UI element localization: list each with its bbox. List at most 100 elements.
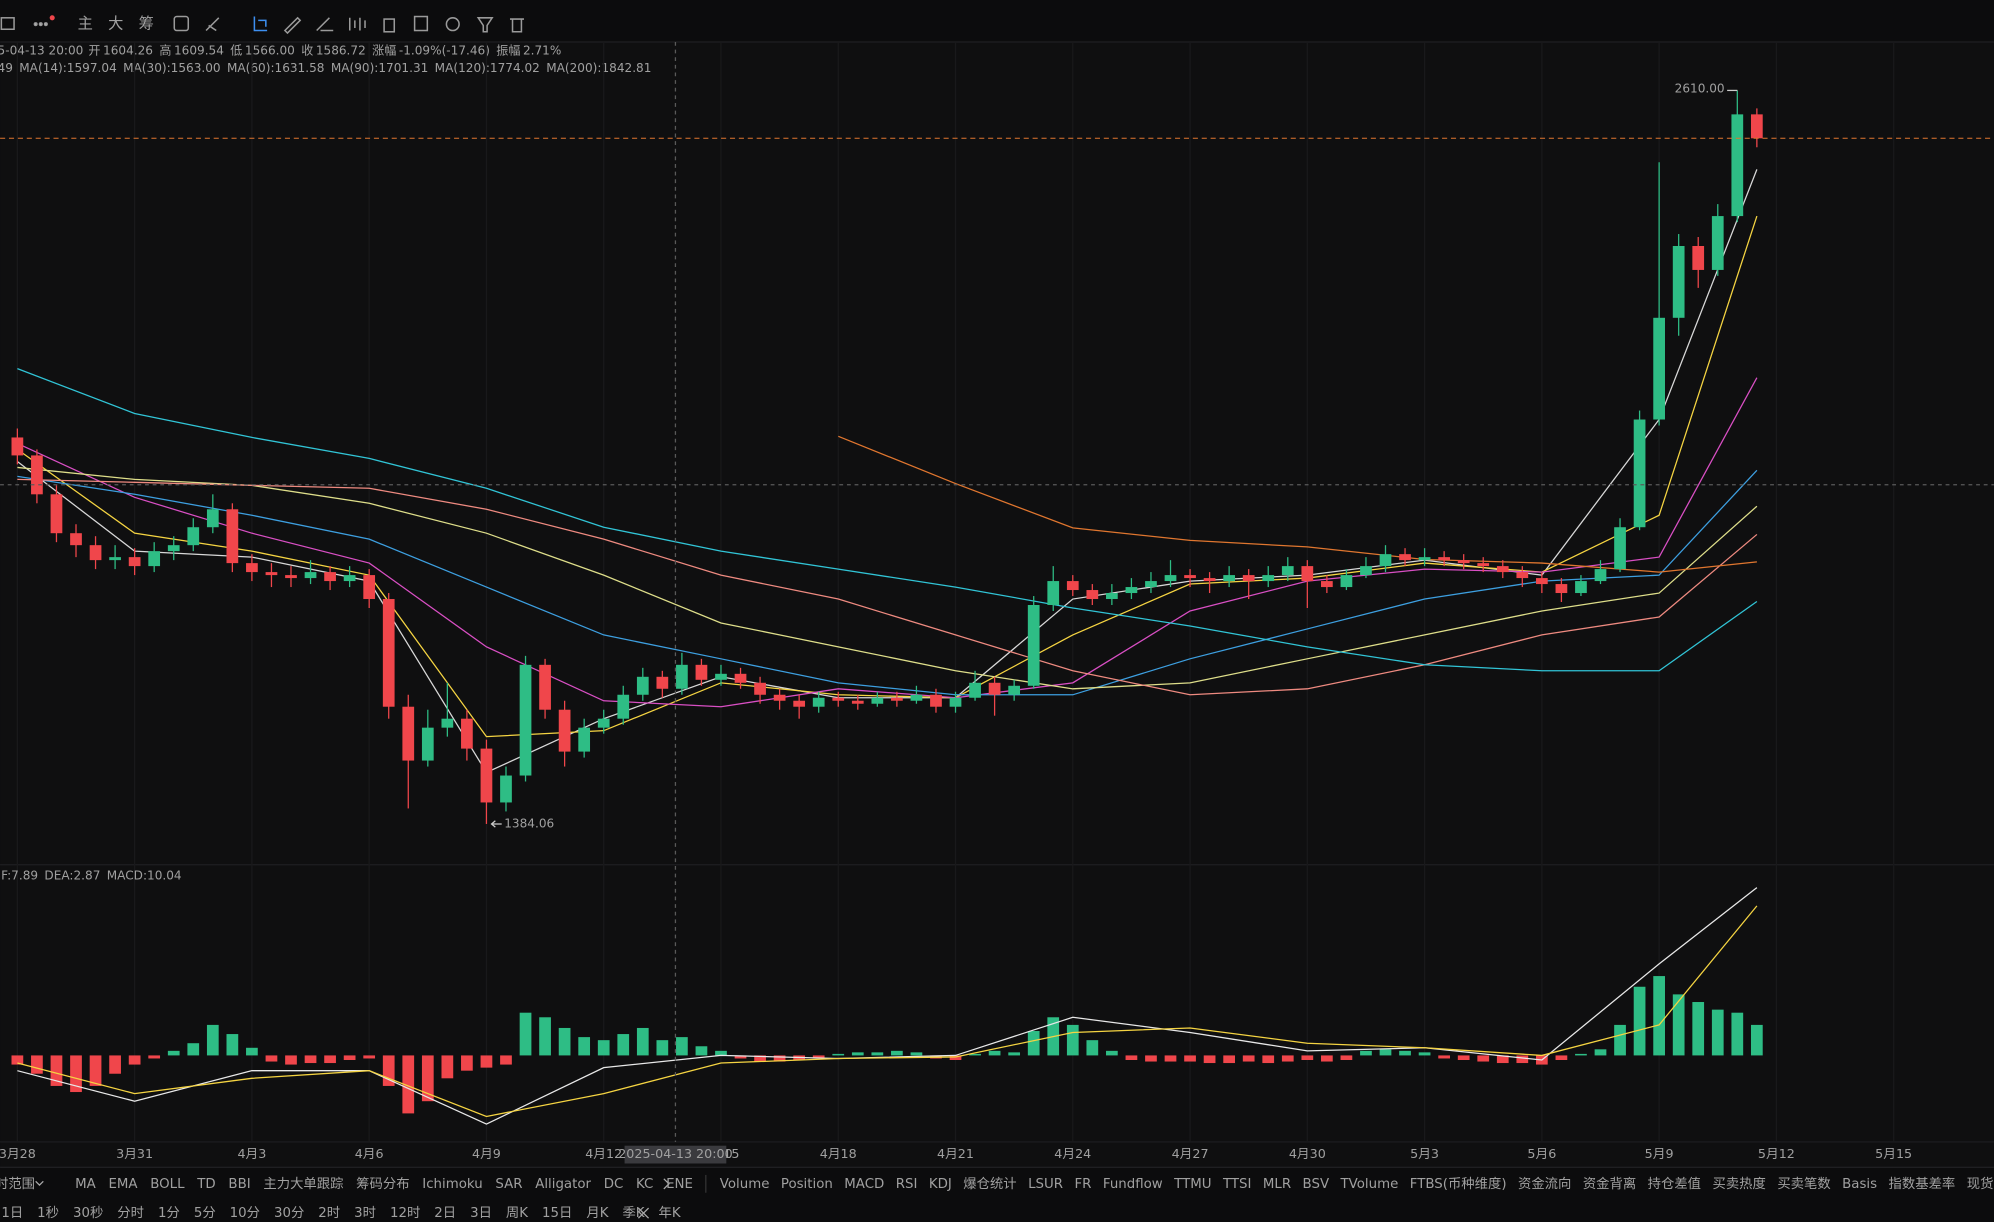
timeframe-button[interactable]: 3日	[470, 1206, 492, 1221]
macd-bar	[656, 1040, 669, 1056]
layout-icon[interactable]	[0, 17, 15, 31]
indicator-tab[interactable]: TD	[196, 1177, 215, 1192]
timeframe-button[interactable]: 年K	[659, 1205, 682, 1221]
indicator-tab[interactable]: LSUR	[1028, 1177, 1063, 1192]
tool-icon[interactable]	[283, 16, 302, 35]
indicator-tab[interactable]: Position	[781, 1177, 833, 1192]
indicator-tab[interactable]: 现货基差率	[1967, 1175, 1994, 1192]
indicator-tab[interactable]: 指数基差率	[1889, 1175, 1956, 1192]
info-value: 1566.00	[245, 43, 295, 57]
info-value: 1586.72	[316, 43, 366, 57]
indicator-tab[interactable]: TTSI	[1222, 1177, 1251, 1192]
macd-bar	[1066, 1024, 1079, 1056]
indicator-tab[interactable]: MLR	[1263, 1177, 1291, 1192]
timeframe-button[interactable]: 2时	[318, 1205, 340, 1221]
tool-icon[interactable]	[509, 18, 524, 33]
candle-body	[1672, 245, 1685, 318]
dropdown-caret[interactable]	[35, 1180, 44, 1187]
indicator-tab[interactable]: BBI	[228, 1177, 250, 1192]
macd-bar	[206, 1024, 219, 1056]
candle-body	[500, 775, 512, 803]
timeframe-button[interactable]: 季K	[622, 1205, 645, 1221]
tool-icon[interactable]	[173, 15, 190, 32]
indicator-tab[interactable]: BSV	[1303, 1177, 1330, 1192]
macd-legend-entry: DEA:2.87	[44, 869, 100, 883]
indicator-tab[interactable]: 爆仓统计	[963, 1176, 1016, 1192]
indicator-tab[interactable]: BOLL	[150, 1177, 185, 1192]
indicator-tab[interactable]: RSI	[896, 1177, 918, 1192]
indicator-tab[interactable]: FTBS(币种维度)	[1410, 1176, 1507, 1192]
candle-body	[1614, 527, 1626, 570]
indicator-tab[interactable]: KDJ	[929, 1177, 952, 1192]
timeframe-button[interactable]: 周K	[506, 1206, 529, 1221]
more-tabs-arrow[interactable]	[663, 1178, 670, 1190]
timeframe-button[interactable]: 5分	[194, 1205, 216, 1221]
indicator-tab[interactable]: 资金背离	[1583, 1175, 1636, 1192]
candle-body	[1653, 317, 1665, 420]
macd-bar	[304, 1055, 317, 1064]
indicator-tab[interactable]: Alligator	[535, 1177, 591, 1192]
timeframe-button[interactable]: 2日	[434, 1206, 456, 1221]
ma-line	[17, 466, 1758, 690]
timeframe-button[interactable]: 10分	[230, 1205, 260, 1221]
tool-icon[interactable]	[445, 17, 460, 32]
indicator-tab[interactable]: 主力大单跟踪	[263, 1176, 343, 1192]
timeframe-button[interactable]: 15日	[542, 1206, 572, 1221]
indicator-tab[interactable]: ENE	[666, 1177, 693, 1192]
macd-bar	[421, 1055, 434, 1102]
indicator-tab[interactable]: Fundflow	[1103, 1177, 1163, 1192]
candle-body	[1731, 114, 1744, 217]
indicator-tab[interactable]: FR	[1075, 1177, 1092, 1192]
indicator-tab[interactable]: MA	[75, 1177, 97, 1192]
crosshair-label: 2025-04-13 20:00	[618, 1146, 732, 1161]
macd-legend-entry: MACD:10.04	[107, 869, 182, 883]
indicator-tab[interactable]: TVolume	[1340, 1177, 1399, 1192]
tool-icon[interactable]	[476, 17, 494, 33]
tool-icon[interactable]	[413, 15, 429, 32]
toolbar-button[interactable]: 主	[78, 15, 93, 33]
macd-bar	[1242, 1055, 1255, 1062]
indicator-tab[interactable]: 筹码分布	[356, 1175, 409, 1192]
indicator-tab[interactable]: Ichimoku	[422, 1177, 482, 1192]
macd-bar	[871, 1052, 884, 1056]
timeframe-button[interactable]: 1秒	[37, 1205, 59, 1221]
indicator-tab[interactable]: TTMU	[1173, 1177, 1211, 1192]
toolbar-button[interactable]: 筹	[139, 15, 154, 33]
macd-bar	[148, 1055, 161, 1059]
timeframe-button[interactable]: 1日	[1, 1206, 23, 1221]
indicator-tab[interactable]: 资金流向	[1518, 1176, 1571, 1192]
indicator-tab[interactable]: SAR	[495, 1177, 522, 1192]
range-selector[interactable]: 时范围	[0, 1176, 35, 1192]
macd-bar	[461, 1055, 473, 1071]
tool-icon[interactable]	[383, 18, 396, 33]
indicator-tab[interactable]: 持仓差值	[1648, 1176, 1701, 1192]
timeframe-button[interactable]: 30秒	[73, 1205, 103, 1221]
dea-line	[17, 905, 1758, 1118]
timeframe-button[interactable]: 12时	[390, 1205, 420, 1221]
x-tick-label: 4月21	[937, 1146, 974, 1161]
macd-bar	[167, 1050, 180, 1056]
indicator-tab[interactable]: Basis	[1842, 1177, 1877, 1192]
tool-icon-active[interactable]	[253, 16, 268, 32]
indicator-tab[interactable]: DC	[604, 1177, 624, 1192]
more-icon[interactable]	[33, 22, 38, 27]
timeframe-button[interactable]: 3时	[354, 1205, 376, 1221]
indicator-tab[interactable]: 买卖热度	[1712, 1176, 1765, 1192]
timeframe-button[interactable]: 1分	[158, 1205, 180, 1221]
indicator-tab[interactable]: KC	[636, 1177, 653, 1192]
macd-bar	[1360, 1050, 1372, 1056]
timeframe-button[interactable]: 月K	[586, 1206, 609, 1221]
toolbar-button[interactable]: 大	[108, 15, 123, 33]
timeframe-button[interactable]: 30分	[274, 1205, 304, 1221]
macd-bar	[1457, 1055, 1470, 1060]
indicator-tab[interactable]: EMA	[108, 1177, 138, 1192]
indicator-tab[interactable]: MACD	[844, 1177, 884, 1192]
timeframe-button[interactable]: 分时	[117, 1205, 144, 1221]
tool-icon[interactable]	[348, 17, 366, 31]
indicator-tab[interactable]: 买卖笔数	[1777, 1176, 1830, 1192]
tool-icon[interactable]	[316, 17, 334, 32]
macd-bar	[246, 1047, 258, 1056]
close-icon[interactable]	[637, 1207, 650, 1219]
tool-icon[interactable]	[205, 17, 220, 32]
indicator-tab[interactable]: Volume	[720, 1177, 770, 1192]
